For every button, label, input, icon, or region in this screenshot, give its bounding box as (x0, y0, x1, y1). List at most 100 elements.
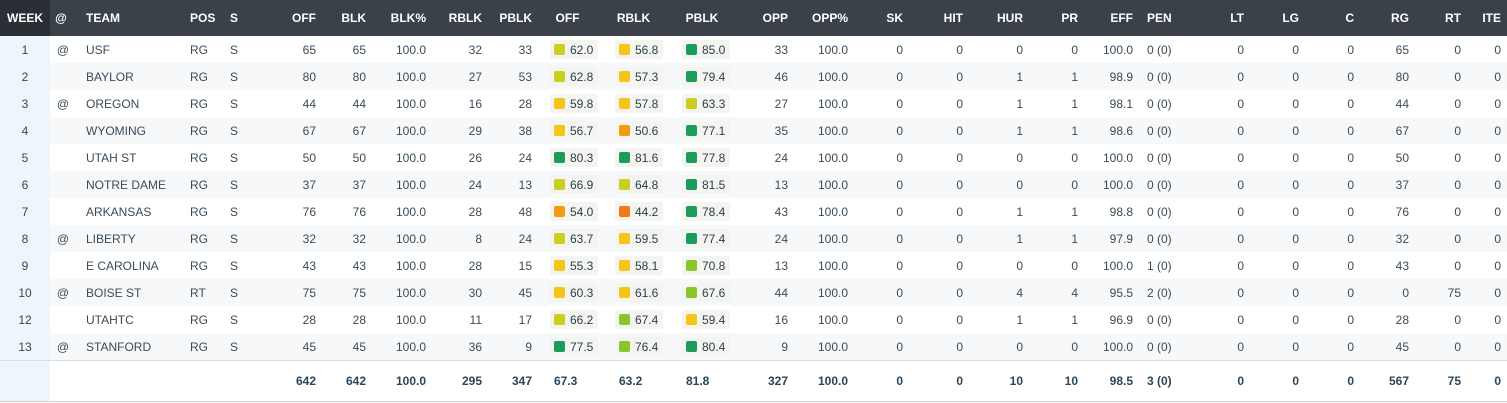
cell-starter: S (230, 36, 266, 63)
team-link[interactable]: E CAROLINA (78, 252, 190, 279)
cell-starter: S (230, 279, 266, 306)
table-row[interactable]: 13 @ STANFORD RG S 45 45 100.0 36 9 77.5 76.4 80.4 9 1… (0, 333, 1507, 361)
cell-ite: 0 (1467, 36, 1507, 63)
header-pen[interactable]: PEN (1139, 0, 1194, 36)
cell-pr: 1 (1029, 198, 1084, 225)
grade-chip: 56.7 (550, 121, 598, 140)
cell-rt: 0 (1415, 252, 1467, 279)
header-at[interactable]: @ (50, 0, 78, 36)
cell-pblk-grade: 70.8 (670, 252, 740, 279)
cell-pblk: 24 (488, 225, 538, 252)
header-blk[interactable]: BLK (322, 0, 372, 36)
cell-off-grade: 66.9 (538, 171, 603, 198)
cell-c: 0 (1305, 36, 1360, 63)
cell-rblk-grade: 76.4 (603, 333, 670, 361)
cell-ite: 0 (1467, 198, 1507, 225)
cell-off-grade: 62.8 (538, 63, 603, 90)
cell-ite: 0 (1467, 90, 1507, 117)
grade-chip: 55.3 (550, 256, 598, 275)
header-ite[interactable]: ITE (1467, 0, 1507, 36)
cell-blk-pct: 100.0 (372, 279, 432, 306)
cell-opp: 16 (740, 306, 794, 333)
team-link[interactable]: UTAHTC (78, 306, 190, 333)
cell-opp: 24 (740, 144, 794, 171)
header-eff[interactable]: EFF (1084, 0, 1139, 36)
header-hur[interactable]: HUR (969, 0, 1029, 36)
cell-off-snaps: 28 (266, 306, 322, 333)
header-rt[interactable]: RT (1415, 0, 1467, 36)
header-rblk[interactable]: RBLK (432, 0, 488, 36)
team-link[interactable]: NOTRE DAME (78, 171, 190, 198)
cell-pr: 0 (1029, 333, 1084, 361)
header-rblk-grade[interactable]: RBLK (603, 0, 670, 36)
cell-lg: 0 (1250, 306, 1305, 333)
cell-hit: 0 (909, 225, 969, 252)
header-pblk-grade[interactable]: PBLK (670, 0, 740, 36)
team-link[interactable]: STANFORD (78, 333, 190, 361)
table-row[interactable]: 12 UTAHTC RG S 28 28 100.0 11 17 66.2 67.4 59.4 16 10… (0, 306, 1507, 333)
cell-eff: 96.9 (1084, 306, 1139, 333)
table-row[interactable]: 4 WYOMING RG S 67 67 100.0 29 38 56.7 50.6 77.1 35 10… (0, 117, 1507, 144)
header-off-snaps[interactable]: OFF (266, 0, 322, 36)
cell-rt: 0 (1415, 63, 1467, 90)
cell-blk-pct: 100.0 (372, 117, 432, 144)
table-row[interactable]: 5 UTAH ST RG S 50 50 100.0 26 24 80.3 81.6 77.8 24 10… (0, 144, 1507, 171)
cell-eff: 98.8 (1084, 198, 1139, 225)
grade-color-icon (554, 152, 565, 163)
total-pen: 3 (0) (1139, 360, 1194, 402)
header-hit[interactable]: HIT (909, 0, 969, 36)
team-link[interactable]: BAYLOR (78, 63, 190, 90)
cell-hit: 0 (909, 90, 969, 117)
grade-value: 58.1 (635, 258, 659, 273)
header-off-grade[interactable]: OFF (538, 0, 603, 36)
grade-chip: 77.5 (550, 337, 598, 356)
cell-rblk-grade: 64.8 (603, 171, 670, 198)
table-row[interactable]: 10 @ BOISE ST RT S 75 75 100.0 30 45 60.3 61.6 67.6 4… (0, 279, 1507, 306)
header-rg[interactable]: RG (1360, 0, 1415, 36)
header-opp[interactable]: OPP (740, 0, 794, 36)
header-pr[interactable]: PR (1029, 0, 1084, 36)
cell-pblk: 33 (488, 36, 538, 63)
cell-sk: 0 (854, 171, 909, 198)
table-row[interactable]: 2 BAYLOR RG S 80 80 100.0 27 53 62.8 57.3 79.4 46 100… (0, 63, 1507, 90)
header-c[interactable]: C (1305, 0, 1360, 36)
header-starter[interactable]: S (230, 0, 266, 36)
totals-empty-cell (230, 360, 266, 402)
header-blk-pct[interactable]: BLK% (372, 0, 432, 36)
cell-sk: 0 (854, 63, 909, 90)
grade-value: 66.2 (570, 312, 594, 327)
team-link[interactable]: BOISE ST (78, 279, 190, 306)
table-row[interactable]: 6 NOTRE DAME RG S 37 37 100.0 24 13 66.9 64.8 81.5 1… (0, 171, 1507, 198)
header-team[interactable]: TEAM (78, 0, 190, 36)
header-pblk[interactable]: PBLK (488, 0, 538, 36)
header-opp-pct[interactable]: OPP% (794, 0, 854, 36)
table-row[interactable]: 3 @ OREGON RG S 44 44 100.0 16 28 59.8 57.8 63.3 27 10… (0, 90, 1507, 117)
team-link[interactable]: USF (78, 36, 190, 63)
header-lt[interactable]: LT (1194, 0, 1250, 36)
cell-blk: 28 (322, 306, 372, 333)
total-rblk-grade: 63.2 (603, 360, 670, 402)
header-week[interactable]: WEEK (0, 0, 50, 36)
cell-ite: 0 (1467, 171, 1507, 198)
team-link[interactable]: UTAH ST (78, 144, 190, 171)
total-off-snaps: 642 (266, 360, 322, 402)
team-link[interactable]: OREGON (78, 90, 190, 117)
grade-color-icon (554, 71, 565, 82)
table-row[interactable]: 1 @ USF RG S 65 65 100.0 32 33 62.0 56.8 85.0 33 100.0… (0, 36, 1507, 63)
team-link[interactable]: ARKANSAS (78, 198, 190, 225)
header-lg[interactable]: LG (1250, 0, 1305, 36)
cell-pr: 0 (1029, 36, 1084, 63)
cell-pblk-grade: 80.4 (670, 333, 740, 361)
total-ite: 0 (1467, 360, 1507, 402)
table-row[interactable]: 8 @ LIBERTY RG S 32 32 100.0 8 24 63.7 59.5 77.4 24 10… (0, 225, 1507, 252)
cell-off-grade: 59.8 (538, 90, 603, 117)
cell-opp: 44 (740, 279, 794, 306)
cell-blk: 37 (322, 171, 372, 198)
team-link[interactable]: LIBERTY (78, 225, 190, 252)
table-row[interactable]: 7 ARKANSAS RG S 76 76 100.0 28 48 54.0 44.2 78.4 43 1… (0, 198, 1507, 225)
header-pos[interactable]: POS (190, 0, 230, 36)
team-link[interactable]: WYOMING (78, 117, 190, 144)
header-sk[interactable]: SK (854, 0, 909, 36)
cell-lg: 0 (1250, 198, 1305, 225)
